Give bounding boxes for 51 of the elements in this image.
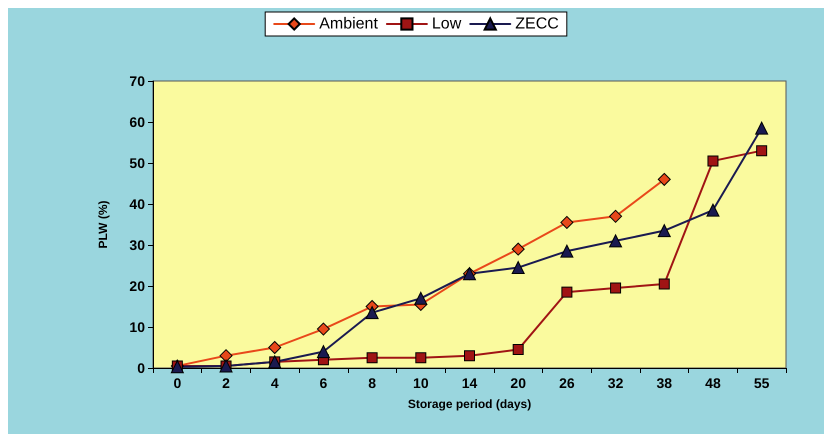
point — [415, 352, 426, 364]
point — [755, 122, 768, 135]
point — [316, 345, 330, 358]
point — [609, 234, 622, 248]
x-tick-label: 38 — [656, 375, 672, 391]
legend-label: ZECC — [515, 16, 559, 32]
y-tick-label: 10 — [129, 319, 146, 335]
point — [706, 204, 720, 217]
point — [658, 172, 671, 186]
x-tick-label: 55 — [754, 375, 770, 391]
x-tick-label: 20 — [510, 375, 526, 391]
legend-label: Low — [432, 16, 462, 32]
point — [560, 216, 574, 229]
x-tick-label: 4 — [270, 375, 279, 391]
y-tick-label: 50 — [129, 155, 146, 171]
y-tick-label: 60 — [129, 114, 146, 130]
point — [316, 322, 330, 336]
point — [707, 155, 718, 166]
x-tick-label: 8 — [368, 375, 376, 391]
point — [512, 344, 524, 356]
y-axis-title: PLW (%) — [96, 200, 110, 248]
point — [414, 292, 428, 305]
x-tick-label: 48 — [705, 375, 721, 391]
x-tick-label: 10 — [413, 375, 429, 391]
point — [561, 286, 572, 298]
point — [464, 350, 475, 362]
x-tick-label: 32 — [608, 375, 624, 391]
point — [560, 244, 574, 258]
point — [756, 145, 768, 156]
y-tick-label: 20 — [129, 278, 146, 294]
point — [366, 352, 378, 364]
point — [512, 261, 525, 274]
x-axis-title: Storage period (days) — [408, 397, 532, 411]
y-tick-label: 0 — [137, 360, 146, 376]
y-tick-label: 30 — [129, 237, 146, 253]
y-tick-label: 40 — [129, 196, 146, 212]
point — [658, 224, 671, 238]
y-tick-label: 70 — [129, 73, 146, 89]
point — [220, 349, 233, 362]
x-tick-label: 14 — [462, 375, 478, 391]
x-tick-label: 0 — [173, 375, 182, 391]
x-tick-label: 6 — [320, 375, 328, 391]
x-tick-label: 2 — [222, 375, 230, 391]
point — [512, 242, 525, 256]
point — [366, 306, 379, 320]
x-tick-label: 26 — [559, 375, 575, 391]
legend-label: Ambient — [319, 16, 378, 32]
point — [610, 282, 622, 294]
point — [609, 210, 622, 223]
point — [268, 341, 282, 354]
point — [658, 278, 670, 290]
